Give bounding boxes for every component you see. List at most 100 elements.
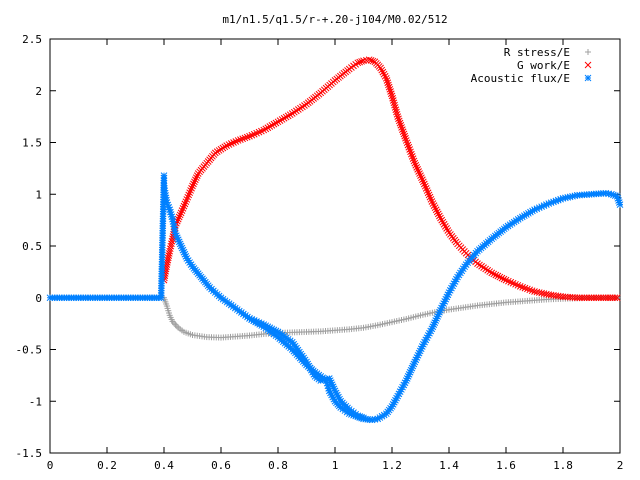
- data-point: [528, 287, 536, 295]
- data-point: [237, 136, 244, 143]
- y-tick-label: -1: [29, 395, 42, 408]
- data-point: [588, 294, 595, 302]
- data-point: [387, 90, 395, 98]
- data-point: [613, 294, 621, 302]
- data-point: [590, 294, 598, 302]
- y-tick-label: -0.5: [16, 344, 43, 357]
- data-point: [429, 200, 437, 207]
- legend-label: Acoustic flux/E: [471, 72, 570, 85]
- x-tick-label: 2: [617, 459, 624, 472]
- x-tick-label: 0.8: [268, 459, 288, 472]
- data-point: [425, 191, 433, 199]
- data-point: [402, 134, 409, 142]
- data-point: [190, 180, 197, 188]
- data-point: [379, 68, 387, 76]
- data-point: [191, 176, 199, 184]
- data-point: [266, 123, 274, 130]
- data-point: [490, 270, 498, 278]
- data-point: [385, 81, 392, 89]
- data-point: [274, 118, 282, 126]
- data-point: [419, 176, 426, 184]
- data-point: [395, 117, 403, 125]
- data-point: [423, 187, 431, 194]
- data-point: [492, 271, 500, 279]
- y-tick-label: 0: [35, 292, 42, 305]
- data-point: [427, 195, 435, 203]
- data-point: [378, 66, 386, 74]
- data-point: [407, 148, 414, 156]
- data-point: [166, 245, 174, 253]
- data-point: [186, 189, 194, 197]
- data-point: [421, 182, 429, 190]
- data-point: [417, 172, 424, 179]
- data-point: [444, 227, 452, 234]
- data-point: [365, 56, 373, 64]
- data-point: [519, 283, 526, 291]
- data-point: [272, 119, 280, 127]
- data-point: [356, 58, 364, 66]
- x-tick-label: 0.6: [211, 459, 231, 472]
- legend-marker: [585, 49, 591, 55]
- data-point: [516, 283, 524, 290]
- data-point: [430, 202, 438, 209]
- data-point: [403, 139, 411, 147]
- data-point: [405, 143, 413, 151]
- data-point: [180, 202, 188, 210]
- data-point: [187, 187, 194, 194]
- data-point: [383, 77, 391, 84]
- data-point: [384, 79, 392, 87]
- data-point: [182, 198, 190, 206]
- data-point: [185, 191, 193, 199]
- data-point: [189, 182, 196, 190]
- data-point: [181, 200, 189, 208]
- data-point: [400, 130, 408, 138]
- data-point: [573, 294, 581, 302]
- data-point: [386, 85, 394, 93]
- y-tick-label: 0.5: [22, 240, 42, 253]
- data-point: [592, 294, 600, 302]
- legend-label: G work/E: [517, 59, 570, 72]
- data-point: [440, 220, 448, 228]
- data-point: [413, 163, 421, 171]
- data-point: [426, 193, 434, 201]
- data-point: [172, 321, 179, 328]
- data-point: [278, 116, 286, 123]
- data-point: [415, 168, 422, 175]
- data-point: [354, 59, 362, 67]
- data-point: [191, 178, 198, 186]
- data-point: [420, 180, 428, 188]
- x-tick-label: 0: [47, 459, 54, 472]
- data-point: [437, 214, 444, 222]
- series-0: [161, 294, 621, 341]
- data-point: [360, 414, 367, 422]
- data-point: [434, 210, 442, 218]
- y-tick-label: -1.5: [16, 447, 43, 460]
- data-point: [436, 212, 443, 220]
- data-point: [583, 294, 591, 302]
- data-point: [521, 284, 529, 292]
- data-point: [412, 161, 420, 169]
- data-point: [167, 242, 175, 250]
- y-tick-label: 1: [35, 188, 42, 201]
- data-point: [401, 132, 409, 140]
- data-point: [385, 83, 393, 91]
- data-point: [393, 110, 401, 118]
- data-point: [399, 126, 406, 133]
- data-point: [498, 274, 506, 282]
- axes-layer: 0 0.2 0.4 0.6 0.8 1 1.2 1.4 1.6 1.8 22.521.510.50-…: [16, 33, 624, 472]
- data-point: [597, 294, 605, 302]
- data-point: [382, 74, 390, 82]
- data-point: [192, 174, 200, 182]
- data-point: [396, 119, 404, 127]
- data-point: [399, 128, 407, 136]
- data-point: [441, 222, 449, 230]
- data-point: [611, 294, 619, 302]
- data-point: [488, 269, 496, 277]
- data-point: [234, 137, 242, 144]
- series-3: [246, 315, 367, 422]
- data-point: [264, 124, 272, 132]
- data-point: [421, 338, 428, 346]
- data-point: [416, 170, 423, 177]
- data-point: [443, 225, 450, 232]
